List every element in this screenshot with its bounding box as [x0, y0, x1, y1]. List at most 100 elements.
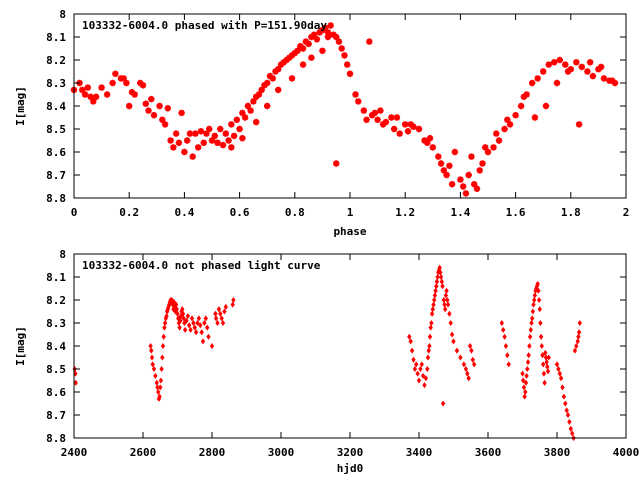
data-point	[159, 365, 164, 373]
data-point	[151, 365, 157, 373]
data-point	[156, 102, 163, 110]
y-tick-label: 8.6	[46, 146, 66, 159]
data-point	[535, 280, 540, 287]
data-point	[415, 370, 420, 377]
phased-y-axis-label: I[mag]	[14, 86, 27, 126]
data-point	[371, 109, 378, 117]
unphased-data-points	[72, 264, 582, 442]
data-point	[423, 375, 429, 382]
data-point	[175, 139, 183, 146]
data-point	[241, 114, 249, 121]
data-point	[178, 109, 185, 117]
data-point	[416, 377, 422, 384]
data-point	[228, 144, 235, 151]
data-point	[219, 315, 224, 322]
data-point	[490, 144, 497, 151]
data-point	[324, 29, 332, 36]
data-point	[184, 317, 189, 324]
data-point	[388, 114, 395, 121]
data-point	[527, 342, 532, 350]
y-tick-label: 8.1	[46, 31, 66, 44]
data-point	[505, 352, 510, 359]
data-point	[161, 121, 169, 128]
data-point	[545, 363, 550, 370]
data-point	[551, 59, 558, 66]
data-point	[529, 79, 536, 87]
data-point	[198, 322, 203, 329]
data-point	[230, 132, 238, 140]
x-tick-label: 0.4	[174, 206, 194, 219]
data-point	[557, 370, 562, 377]
data-point	[437, 264, 442, 271]
data-point	[377, 107, 384, 114]
data-point	[84, 84, 91, 91]
data-point	[574, 342, 579, 350]
data-point	[131, 91, 138, 98]
data-point	[275, 86, 282, 94]
data-point	[366, 38, 373, 45]
data-point	[222, 130, 229, 137]
data-point	[538, 333, 544, 340]
y-tick-label: 8.7	[46, 409, 66, 422]
phased-chart-title: 103332-6004.0 phased with P=151.90day	[82, 19, 327, 32]
data-point	[120, 75, 127, 82]
x-tick-label: 3600	[475, 446, 502, 459]
data-point	[344, 61, 351, 68]
data-point	[195, 319, 200, 327]
data-point	[202, 319, 207, 327]
data-point	[368, 112, 376, 119]
data-point	[103, 91, 111, 98]
data-point	[186, 130, 194, 137]
data-point	[454, 347, 460, 354]
data-point	[538, 319, 543, 327]
data-point	[536, 296, 542, 304]
x-tick-label: 0.2	[119, 206, 139, 219]
data-point	[148, 95, 155, 103]
data-point	[283, 56, 290, 64]
data-point	[563, 400, 568, 407]
data-point	[467, 342, 473, 350]
x-tick-label: 1	[347, 206, 354, 219]
data-point	[428, 324, 433, 331]
data-point	[288, 75, 296, 82]
y-tick-label: 8.3	[46, 77, 66, 90]
data-point	[157, 393, 162, 400]
data-point	[203, 315, 208, 322]
x-tick-label: 1.4	[450, 206, 470, 219]
data-point	[266, 72, 274, 80]
data-point	[460, 183, 467, 190]
x-tick-label: 2	[623, 206, 630, 219]
data-point	[288, 52, 296, 59]
data-point	[126, 102, 133, 110]
data-point	[562, 61, 569, 68]
data-point	[258, 86, 265, 94]
y-tick-label: 8	[59, 248, 66, 261]
data-point	[427, 333, 433, 340]
data-point	[185, 313, 191, 320]
data-point	[437, 160, 445, 167]
data-point	[443, 171, 450, 179]
data-point	[338, 45, 345, 52]
data-point	[305, 40, 312, 48]
data-point	[322, 24, 329, 31]
data-point	[415, 125, 423, 133]
data-point	[184, 137, 191, 144]
data-point	[512, 112, 519, 119]
data-point	[294, 47, 301, 54]
data-point	[468, 153, 475, 160]
data-point	[544, 359, 549, 366]
unphased-light-curve-panel: 8 8.1 8.2 8.3 8.4 8.5 8.6 8.7 8.8 2400 2600 2800 30…	[14, 248, 639, 475]
data-point	[196, 315, 202, 322]
data-point	[189, 315, 195, 322]
phased-data-points	[70, 22, 619, 197]
data-point	[527, 333, 533, 340]
y-tick-label: 8.1	[46, 271, 66, 284]
x-tick-label: 1.2	[395, 206, 415, 219]
data-point	[225, 137, 232, 144]
data-point	[545, 368, 551, 375]
data-point	[543, 349, 548, 356]
data-point	[432, 296, 437, 304]
data-point	[448, 181, 456, 188]
data-point	[419, 361, 424, 368]
